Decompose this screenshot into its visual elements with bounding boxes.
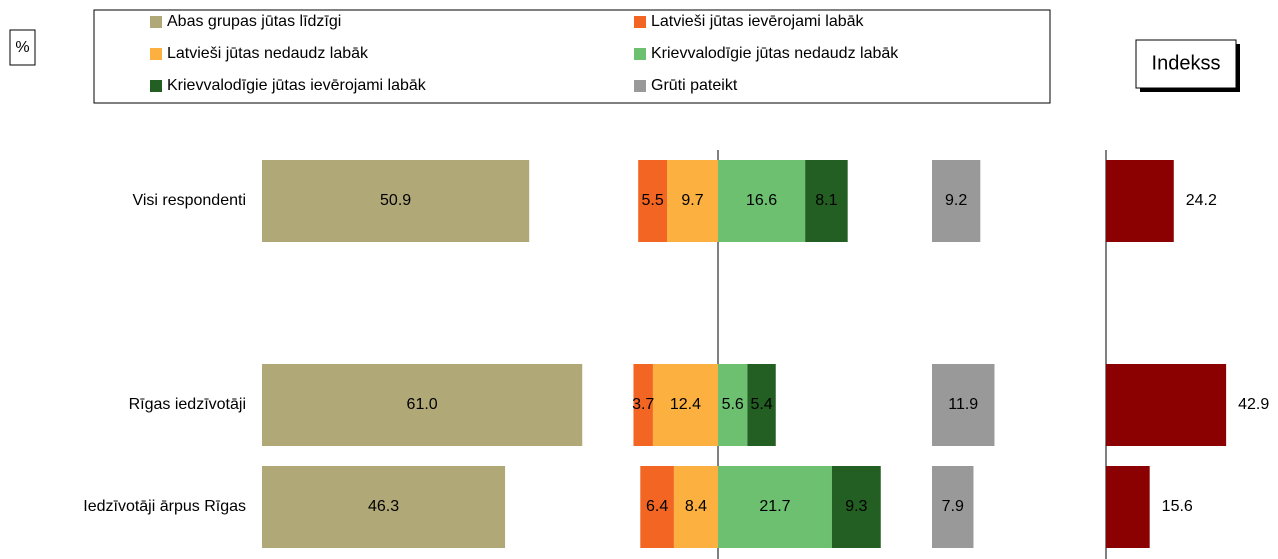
index-box: [1135, 39, 1237, 89]
index-bar: [1106, 160, 1174, 242]
value-label: 50.9: [380, 192, 411, 209]
legend-label: Latvieši jūtas nedaudz labāk: [167, 45, 369, 62]
index-title: Indekss: [1152, 52, 1221, 74]
bar: [718, 160, 806, 242]
legend-swatch: [634, 48, 646, 60]
bar: [262, 364, 583, 446]
bar: [633, 364, 653, 446]
value-label: 8.4: [685, 498, 707, 515]
bar: [932, 466, 974, 548]
bar: [262, 160, 530, 242]
legend-label: Krievvalodīgie jūtas nedaudz labāk: [651, 45, 899, 62]
legend-swatch: [634, 80, 646, 92]
value-label: 8.1: [815, 192, 837, 209]
bar: [638, 160, 668, 242]
bar: [831, 466, 881, 548]
legend-swatch: [150, 80, 162, 92]
category-label: Rīgas iedzīvotāji: [129, 396, 246, 413]
value-label: 12.4: [670, 396, 701, 413]
bar: [667, 160, 718, 242]
category-label: Iedzīvotāji ārpus Rīgas: [83, 498, 246, 515]
index-value-label: 24.2: [1186, 192, 1217, 209]
bar: [640, 466, 674, 548]
value-label: 11.9: [948, 396, 978, 413]
legend-label: Grūti pateikt: [651, 77, 738, 94]
value-label: 5.5: [642, 192, 664, 209]
bar: [805, 160, 848, 242]
bar: [718, 364, 748, 446]
value-label: 6.4: [646, 498, 668, 515]
bar: [747, 364, 776, 446]
bar: [262, 466, 506, 548]
legend-label: Krievvalodīgie jūtas ievērojami labāk: [167, 77, 427, 94]
legend-swatch: [634, 16, 646, 28]
bar: [932, 364, 995, 446]
bar: [673, 466, 718, 548]
category-label: Visi respondenti: [132, 192, 246, 209]
legend-label: Latvieši jūtas ievērojami labāk: [651, 13, 865, 30]
value-label: 9.3: [845, 498, 867, 515]
value-label: 9.7: [681, 192, 703, 209]
legend-swatch: [150, 16, 162, 28]
value-label: 7.9: [942, 498, 964, 515]
value-label: 61.0: [407, 396, 438, 413]
index-value-label: 15.6: [1162, 498, 1193, 515]
unit-label: %: [15, 39, 29, 56]
index-bar: [1106, 466, 1150, 548]
legend-box: [93, 9, 1051, 104]
legend-swatch: [150, 48, 162, 60]
unit-box: [9, 29, 36, 66]
value-label: 3.7: [632, 396, 654, 413]
value-label: 5.4: [750, 396, 772, 413]
bar: [718, 466, 832, 548]
bar: [652, 364, 718, 446]
legend-label: Abas grupas jūtas līdzīgi: [167, 13, 341, 30]
value-label: 5.6: [722, 396, 744, 413]
index-value-label: 42.9: [1238, 396, 1269, 413]
index-bar: [1106, 364, 1227, 446]
value-label: 21.7: [759, 498, 790, 515]
value-label: 16.6: [746, 192, 777, 209]
value-label: 9.2: [945, 192, 967, 209]
value-label: 46.3: [368, 498, 399, 515]
bar: [932, 160, 981, 242]
